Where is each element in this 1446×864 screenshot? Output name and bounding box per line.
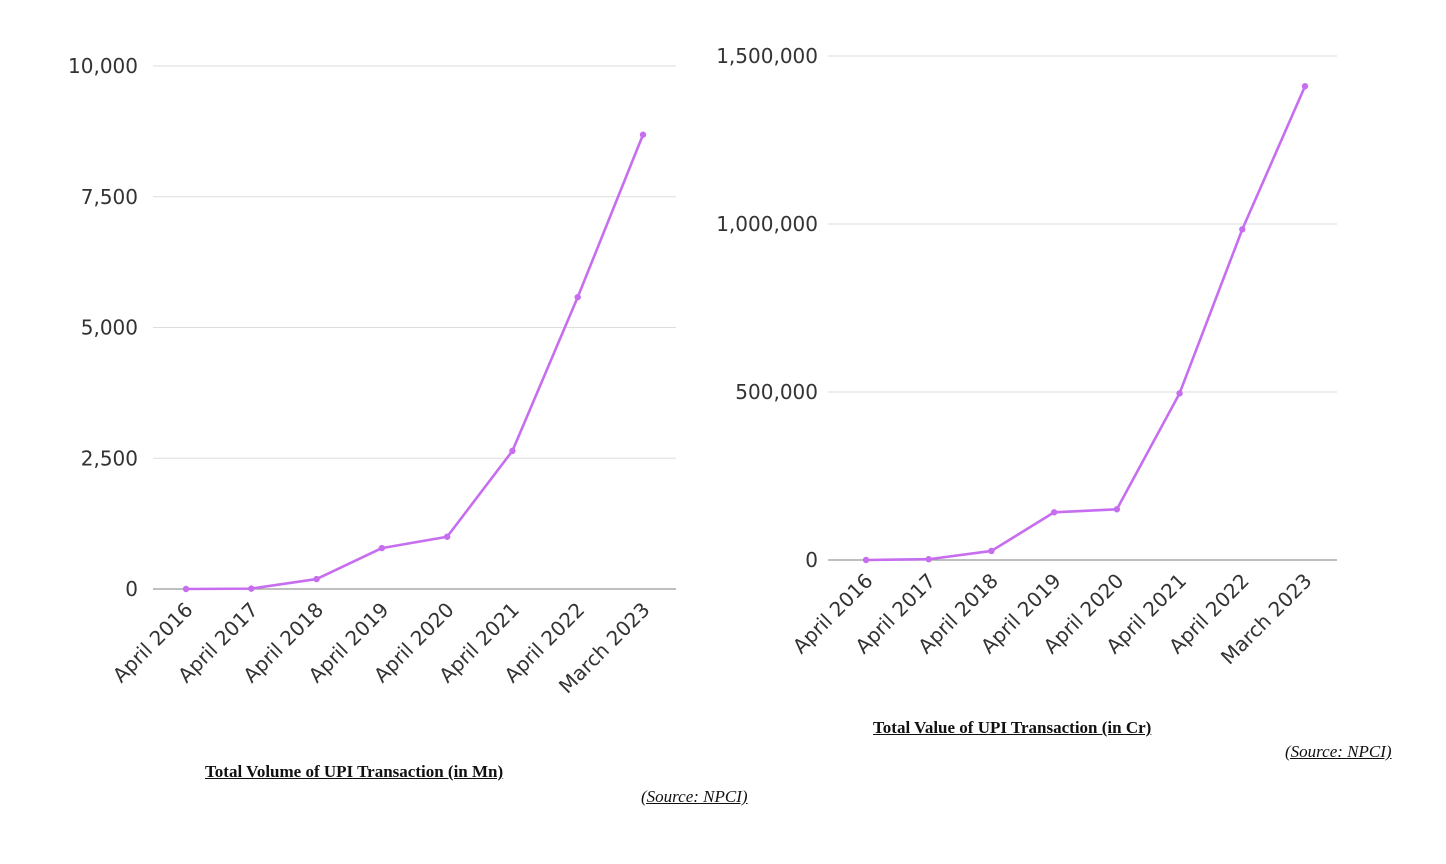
value-y-tick-label: 500,000 <box>735 380 818 404</box>
volume-chart-caption: Total Volume of UPI Transaction (in Mn) <box>205 762 504 781</box>
volume-y-tick-label: 2,500 <box>81 446 138 470</box>
volume-data-point <box>443 533 451 540</box>
volume-data-point <box>574 293 581 301</box>
value-data-point <box>1301 83 1309 90</box>
volume-y-tick-label: 5,000 <box>81 316 138 340</box>
volume-data-point <box>313 575 320 583</box>
value-y-tick-label: 1,500,000 <box>716 44 818 68</box>
volume-y-tick-label: 7,500 <box>81 185 138 209</box>
value-chart-caption: Total Value of UPI Transaction (in Cr) <box>873 718 1152 737</box>
value-data-point <box>1113 506 1121 513</box>
volume-data-point <box>248 585 255 592</box>
volume-y-tick-label: 0 <box>125 577 138 601</box>
volume-data-point <box>378 544 386 552</box>
value-y-tick-label: 1,000,000 <box>716 212 818 236</box>
volume-data-point <box>639 131 647 138</box>
volume-data-point <box>182 585 190 593</box>
value-y-tick-label: 0 <box>805 548 818 572</box>
volume-y-tick-label: 10,000 <box>68 54 138 78</box>
value-chart-source: (Source: NPCI) <box>1285 742 1392 761</box>
value-data-point <box>1239 226 1246 233</box>
value-data-point <box>988 547 995 555</box>
value-series-line <box>864 84 1307 562</box>
volume-series-line <box>184 133 645 591</box>
value-data-point <box>862 556 870 564</box>
value-data-point <box>1050 509 1058 516</box>
value-data-point <box>1176 390 1183 397</box>
volume-chart-source: (Source: NPCI) <box>641 787 748 806</box>
volume-data-point <box>509 447 516 455</box>
value-data-point <box>925 556 932 563</box>
